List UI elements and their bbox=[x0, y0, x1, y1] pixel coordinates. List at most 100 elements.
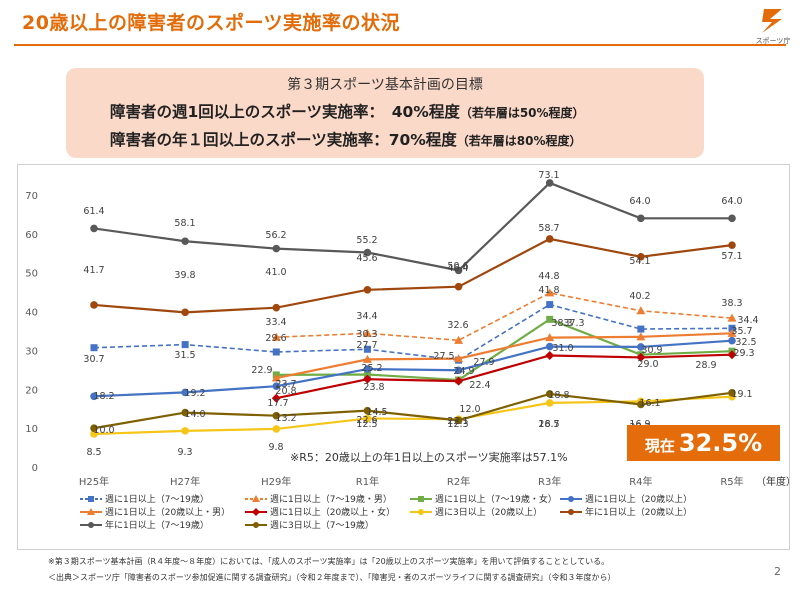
current-rate-value: 32.5% bbox=[678, 429, 763, 457]
legend-swatch-icon bbox=[410, 495, 432, 502]
data-label: 12.3 bbox=[447, 419, 468, 430]
legend-swatch-icon bbox=[410, 508, 432, 515]
data-label: 22.9 bbox=[251, 365, 272, 376]
series-point-8 bbox=[545, 235, 554, 243]
series-point-9 bbox=[90, 224, 98, 233]
y-tick-label: 30 bbox=[25, 346, 38, 357]
series-line-9 bbox=[93, 181, 732, 272]
current-rate-label: 現在 bbox=[644, 437, 675, 455]
data-label: 32.5 bbox=[735, 337, 756, 348]
data-label: 41.0 bbox=[265, 267, 286, 278]
data-label: 12.5 bbox=[356, 419, 377, 430]
series-point-10 bbox=[272, 411, 281, 420]
legend-swatch-icon bbox=[560, 495, 582, 502]
series-point-2 bbox=[545, 288, 555, 297]
series-point-7 bbox=[272, 425, 281, 433]
series-point-2 bbox=[454, 335, 464, 344]
series-point-9 bbox=[637, 214, 645, 223]
series-line-5 bbox=[276, 332, 733, 380]
data-label: 24.9 bbox=[453, 366, 474, 377]
data-label: 30.7 bbox=[83, 354, 104, 365]
goal-heading: 第３期スポーツ基本計画の目標 bbox=[287, 77, 483, 93]
series-point-6 bbox=[362, 374, 372, 384]
legend-item: 週に1日以上（7～19歳・女） bbox=[410, 492, 557, 505]
legend-item: 週に1日以上（7～19歳・男） bbox=[245, 492, 392, 505]
data-label: 58.7 bbox=[538, 223, 559, 234]
data-label: 22.4 bbox=[469, 380, 490, 391]
data-label: 8.5 bbox=[86, 447, 101, 458]
series-point-2 bbox=[727, 313, 737, 322]
y-tick-label: 50 bbox=[25, 269, 38, 280]
data-label: 31.5 bbox=[174, 350, 195, 361]
series-point-7 bbox=[181, 427, 189, 435]
series-point-8 bbox=[181, 308, 189, 317]
series-point-2 bbox=[362, 328, 372, 337]
series-point-4 bbox=[272, 382, 281, 390]
legend-item: 週に3日以上（20歳以上） bbox=[410, 505, 542, 518]
series-point-10 bbox=[545, 390, 554, 398]
goal-yearly-sub: （若年層は80%程度） bbox=[456, 134, 582, 148]
data-label: 41.8 bbox=[538, 285, 559, 296]
legend-label: 週に1日以上（7～19歳） bbox=[105, 495, 209, 505]
series-point-10 bbox=[728, 388, 736, 397]
data-label: 38.3 bbox=[721, 298, 742, 309]
data-label: 30.9 bbox=[641, 345, 662, 356]
x-tick-label: H27年 bbox=[170, 475, 200, 488]
data-label: 27.5 bbox=[433, 351, 454, 362]
data-label: 31.0 bbox=[552, 343, 573, 354]
legend-label: 年に1日以上（20歳以上） bbox=[585, 508, 693, 518]
series-point-8 bbox=[90, 301, 98, 309]
series-point-5 bbox=[362, 354, 372, 363]
data-label: 23.7 bbox=[275, 379, 296, 390]
series-point-5 bbox=[636, 332, 646, 341]
series-point-8 bbox=[454, 282, 463, 291]
series-point-2 bbox=[636, 306, 646, 315]
legend-swatch-icon bbox=[80, 521, 102, 528]
series-point-10 bbox=[181, 408, 189, 417]
data-label: 45.6 bbox=[356, 253, 377, 264]
series-point-6 bbox=[271, 393, 281, 403]
legend-label: 週に1日以上（7～19歳・男） bbox=[270, 495, 392, 505]
data-label: 38.3 bbox=[551, 318, 572, 329]
legend-swatch-icon bbox=[560, 508, 582, 515]
data-label: 22.6 bbox=[356, 415, 377, 426]
data-label: 44.8 bbox=[538, 271, 559, 282]
x-tick-label: H25年 bbox=[79, 475, 109, 488]
series-point-4 bbox=[637, 343, 645, 351]
goal-yearly-main: 障害者の年１回以上のスポーツ実施率：70%程度 bbox=[110, 131, 457, 149]
series-point-4 bbox=[181, 388, 189, 397]
data-label: 35.7 bbox=[731, 326, 752, 337]
series-point-8 bbox=[728, 241, 736, 249]
goal-yearly: 障害者の年１回以上のスポーツ実施率：70%程度（若年層は80%程度） bbox=[110, 128, 582, 150]
data-label: 34.4 bbox=[356, 311, 377, 322]
series-point-6 bbox=[636, 352, 646, 362]
legend-swatch-icon bbox=[80, 507, 102, 515]
series-point-9 bbox=[454, 266, 463, 275]
data-label: 16.1 bbox=[639, 398, 660, 409]
data-label: 29.0 bbox=[637, 359, 658, 370]
legend-item: 週に1日以上（20歳以上・女） bbox=[245, 505, 395, 518]
series-point-4 bbox=[545, 342, 554, 351]
y-tick-label: 40 bbox=[25, 308, 38, 319]
series-line-10 bbox=[93, 391, 733, 430]
data-label: 27.9 bbox=[473, 357, 494, 368]
x-tick-label: R1年 bbox=[356, 475, 379, 488]
series-point-10 bbox=[454, 416, 463, 425]
legend-swatch-icon bbox=[245, 507, 267, 516]
goal-weekly-main: 障害者の週1回以上のスポーツ実施率： 40%程度 bbox=[110, 103, 460, 121]
series-point-5 bbox=[454, 354, 464, 363]
series-point-7 bbox=[363, 414, 372, 423]
series-point-9 bbox=[728, 214, 736, 223]
legend-item: 週に1日以上（7～19歳） bbox=[80, 492, 209, 505]
series-point-1 bbox=[90, 344, 98, 352]
series-point-8 bbox=[637, 252, 645, 261]
series-point-3 bbox=[546, 315, 554, 323]
data-label: 17.7 bbox=[267, 398, 288, 409]
legend-label: 週に1日以上（7～19歳・女） bbox=[435, 495, 557, 505]
data-label: 23.8 bbox=[363, 382, 384, 393]
series-point-9 bbox=[272, 244, 281, 253]
data-label: 13.2 bbox=[275, 413, 296, 424]
series-point-1 bbox=[272, 348, 280, 356]
data-label: 28.9 bbox=[695, 360, 716, 371]
x-tick-label: H29年 bbox=[261, 475, 291, 488]
